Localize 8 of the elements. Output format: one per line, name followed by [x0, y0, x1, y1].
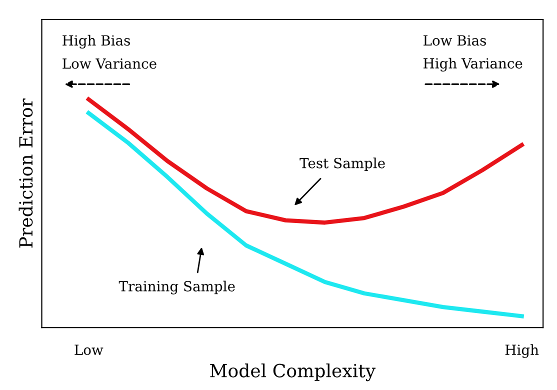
- annotation: Training Sample: [118, 280, 235, 294]
- annotation: Test Sample: [300, 158, 385, 172]
- x-tick-label: High: [505, 344, 539, 358]
- x-axis-title: Model Complexity: [210, 363, 376, 382]
- text: High Bias Low Variance: [62, 34, 156, 69]
- x-tick-label: Low: [74, 344, 104, 356]
- y-axis-title: Prediction Error: [18, 98, 33, 248]
- text: Low Bias High Variance: [424, 35, 522, 72]
